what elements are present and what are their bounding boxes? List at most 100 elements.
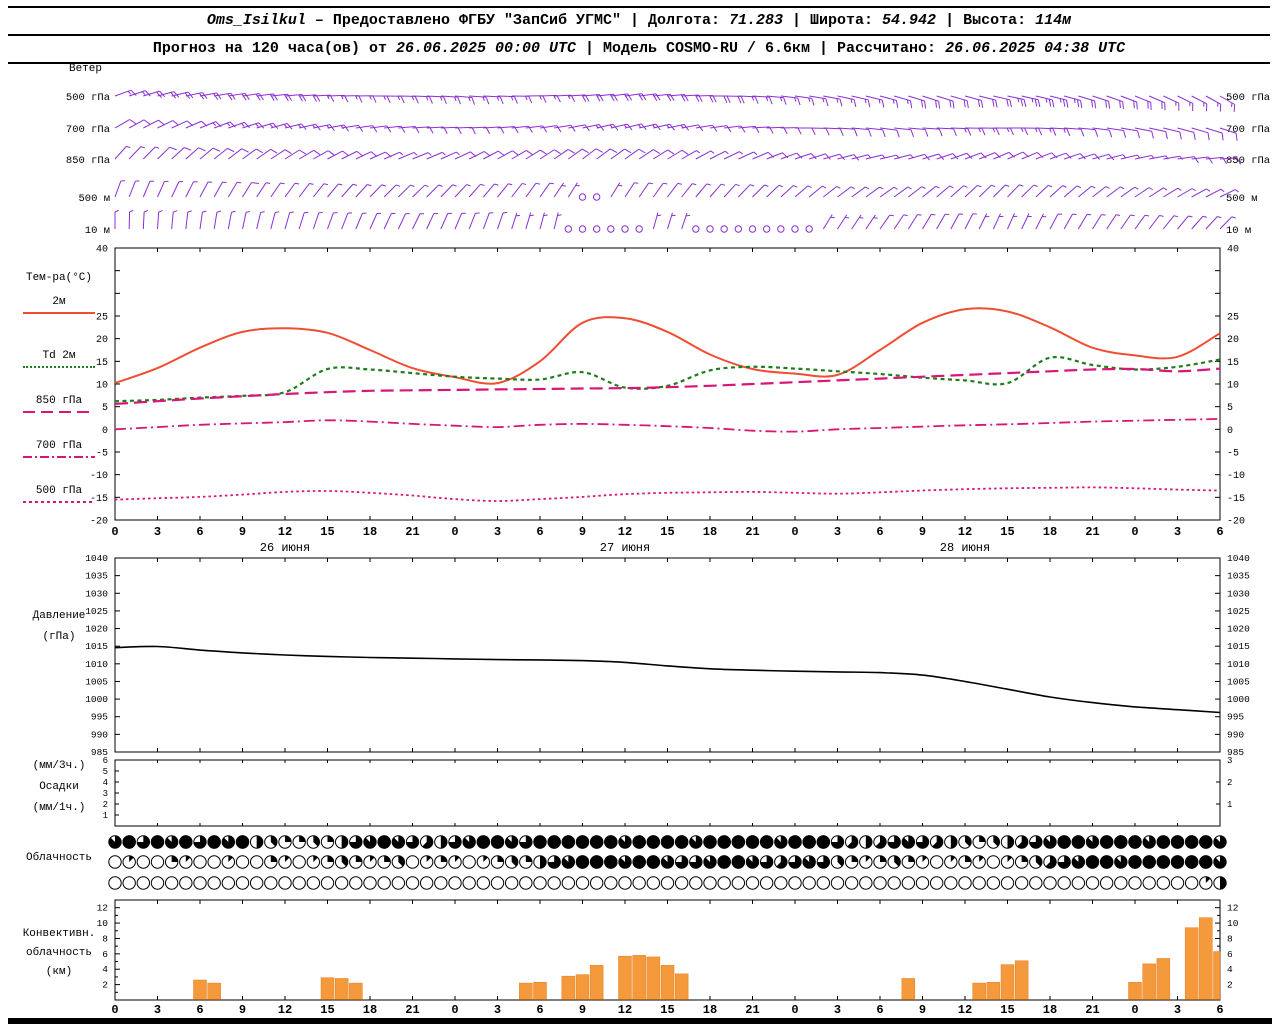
svg-text:850 гПа: 850 гПа xyxy=(66,155,110,167)
svg-text:1015: 1015 xyxy=(85,641,108,652)
svg-text:9: 9 xyxy=(239,1003,246,1017)
svg-text:6: 6 xyxy=(1216,1003,1223,1017)
svg-text:25: 25 xyxy=(96,313,108,324)
pressure-units: (гПа) xyxy=(42,631,76,643)
legend-line-t700 xyxy=(23,456,95,458)
svg-text:26 июня: 26 июня xyxy=(260,541,310,555)
header-segment: 114м xyxy=(1035,12,1072,29)
legend-label-t500: 500 гПа xyxy=(35,485,83,497)
svg-text:995: 995 xyxy=(1227,712,1244,723)
svg-text:18: 18 xyxy=(1043,1003,1057,1017)
pressure-title: Давление xyxy=(32,610,86,622)
svg-text:10 м: 10 м xyxy=(85,225,110,237)
svg-text:21: 21 xyxy=(1085,525,1099,539)
footer-bar xyxy=(8,1018,1272,1024)
svg-text:1000: 1000 xyxy=(1227,694,1250,705)
svg-text:2: 2 xyxy=(102,980,108,991)
svg-text:500 гПа: 500 гПа xyxy=(1226,92,1270,104)
svg-text:3: 3 xyxy=(103,789,108,799)
svg-text:3: 3 xyxy=(834,525,841,539)
svg-text:2: 2 xyxy=(1227,778,1232,788)
svg-text:12: 12 xyxy=(618,1003,632,1017)
svg-text:1000: 1000 xyxy=(85,694,108,705)
svg-text:1025: 1025 xyxy=(1227,606,1250,617)
svg-text:4: 4 xyxy=(102,964,108,975)
svg-text:6: 6 xyxy=(103,756,108,766)
svg-text:-5: -5 xyxy=(96,449,108,460)
svg-text:15: 15 xyxy=(660,525,674,539)
svg-text:27 июня: 27 июня xyxy=(600,541,650,555)
svg-text:700 гПа: 700 гПа xyxy=(1226,124,1270,136)
svg-text:1030: 1030 xyxy=(85,588,108,599)
svg-text:1020: 1020 xyxy=(1227,624,1250,635)
svg-text:850 гПа: 850 гПа xyxy=(1226,155,1270,167)
svg-text:15: 15 xyxy=(320,1003,334,1017)
svg-text:5: 5 xyxy=(103,767,108,777)
pressure-panel: 1040 1040 1035 1035 1030 1030 1025 1025 1020 1020… xyxy=(85,553,1250,758)
svg-text:0: 0 xyxy=(451,525,458,539)
header-segment: | Рассчитано: xyxy=(810,40,946,57)
svg-text:40: 40 xyxy=(1227,245,1239,256)
legend-label-t850: 850 гПа xyxy=(35,395,83,407)
svg-text:12: 12 xyxy=(958,525,972,539)
svg-text:15: 15 xyxy=(320,525,334,539)
svg-text:3: 3 xyxy=(1227,756,1232,766)
svg-text:1: 1 xyxy=(103,811,108,821)
header: Oms_Isilkul – Предоставлено ФГБУ "ЗапСиб… xyxy=(8,6,1270,64)
svg-text:0: 0 xyxy=(102,426,108,437)
svg-text:18: 18 xyxy=(363,1003,377,1017)
svg-text:990: 990 xyxy=(91,729,108,740)
svg-text:21: 21 xyxy=(745,1003,759,1017)
svg-text:6: 6 xyxy=(196,1003,203,1017)
svg-text:8: 8 xyxy=(1227,933,1233,944)
svg-text:5: 5 xyxy=(1227,403,1233,414)
svg-text:9: 9 xyxy=(919,1003,926,1017)
svg-text:0: 0 xyxy=(791,1003,798,1017)
conv-title-1: Конвективн. xyxy=(22,928,96,940)
svg-text:1005: 1005 xyxy=(85,676,108,687)
precip-units-3h: (мм/3ч.) xyxy=(32,760,86,772)
precip-units-1h: (мм/1ч.) xyxy=(32,802,86,814)
svg-text:18: 18 xyxy=(363,525,377,539)
svg-text:9: 9 xyxy=(919,525,926,539)
temp-panel-title: Тем-ра(°C) xyxy=(25,272,92,284)
legend-line-t500 xyxy=(23,501,95,503)
svg-text:3: 3 xyxy=(154,525,161,539)
legend-item-t700: 700 гПа xyxy=(6,440,112,458)
svg-text:6: 6 xyxy=(876,1003,883,1017)
convective-panel: 12 12 10 10 8 8 6 6 4 4 2 2 0 3 6 9 12 15 18 21 0 3 6 9 12 15 18 21… xyxy=(97,899,1239,1017)
svg-text:10: 10 xyxy=(96,381,108,392)
svg-text:15: 15 xyxy=(660,1003,674,1017)
svg-text:18: 18 xyxy=(703,525,717,539)
svg-text:6: 6 xyxy=(1216,525,1223,539)
svg-text:9: 9 xyxy=(239,525,246,539)
svg-text:15: 15 xyxy=(96,358,108,369)
svg-text:10: 10 xyxy=(1227,918,1239,929)
svg-text:20: 20 xyxy=(96,335,108,346)
svg-text:10: 10 xyxy=(97,918,109,929)
header-segment: | Модель xyxy=(575,40,666,57)
svg-text:1035: 1035 xyxy=(85,571,108,582)
svg-text:-15: -15 xyxy=(1227,494,1245,505)
svg-text:12: 12 xyxy=(278,525,292,539)
header-line-1: Oms_Isilkul – Предоставлено ФГБУ "ЗапСиб… xyxy=(8,8,1270,36)
svg-text:1040: 1040 xyxy=(85,553,108,564)
svg-text:18: 18 xyxy=(1043,525,1057,539)
svg-text:6: 6 xyxy=(536,525,543,539)
header-segment: Oms_Isilkul xyxy=(206,12,306,29)
svg-text:28 июня: 28 июня xyxy=(940,541,990,555)
svg-text:1010: 1010 xyxy=(85,659,108,670)
svg-text:12: 12 xyxy=(618,525,632,539)
svg-text:0: 0 xyxy=(1131,525,1138,539)
svg-text:-10: -10 xyxy=(1227,471,1245,482)
svg-text:1: 1 xyxy=(1227,800,1232,810)
legend-label-td2m: Td 2м xyxy=(42,350,76,362)
svg-text:4: 4 xyxy=(103,778,108,788)
svg-text:15: 15 xyxy=(1000,1003,1014,1017)
svg-text:1025: 1025 xyxy=(85,606,108,617)
svg-text:-20: -20 xyxy=(90,517,108,528)
svg-text:3: 3 xyxy=(834,1003,841,1017)
header-segment: Прогноз на 120 часа(ов) от xyxy=(152,40,396,57)
